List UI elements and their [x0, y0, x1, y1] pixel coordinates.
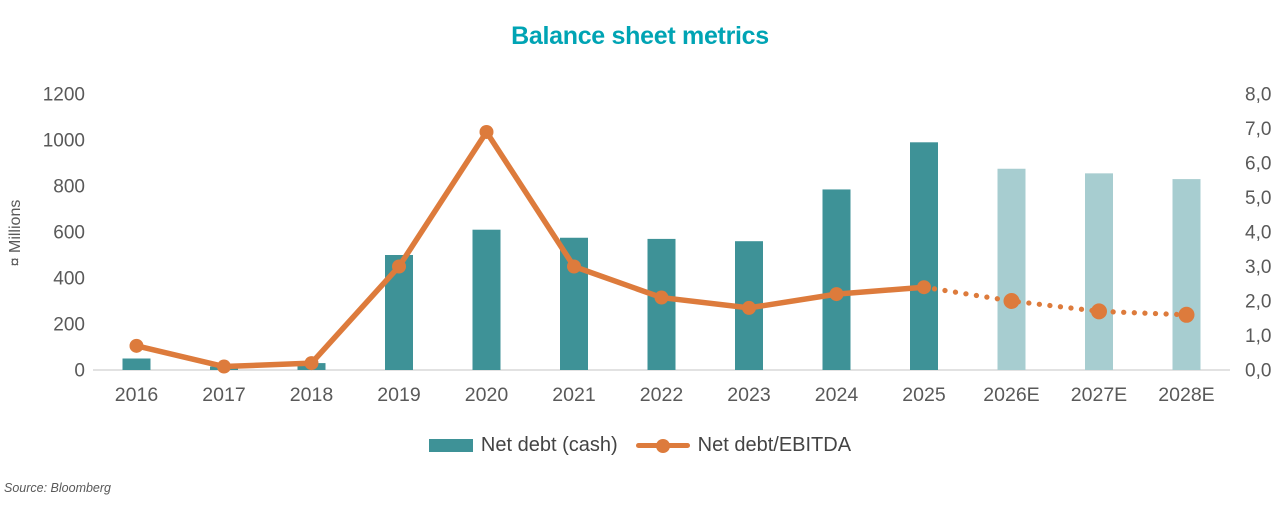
legend-dot-icon [655, 438, 670, 453]
x-axis-tick: 2016 [115, 384, 158, 406]
x-axis-tick: 2019 [377, 384, 420, 406]
data-point-2021 [567, 259, 581, 274]
bar-2027E [1085, 173, 1113, 370]
right-axis-tick: 3,0 [1245, 257, 1271, 278]
bar-2025 [910, 142, 938, 370]
right-axis-tick: 6,0 [1245, 154, 1271, 175]
x-axis-tick: 2017 [202, 384, 245, 406]
data-point-2019 [392, 259, 406, 274]
x-axis-tick: 2023 [727, 384, 770, 406]
chart-title: Balance sheet metrics [511, 22, 769, 50]
legend-bar-label: Net debt (cash) [480, 434, 618, 456]
data-point-2020 [479, 124, 494, 139]
x-axis-tick: 2024 [815, 384, 859, 406]
data-point-2028E [1178, 306, 1195, 323]
right-axis-tick: 2,0 [1245, 292, 1271, 313]
right-axis-tick: 8,0 [1245, 85, 1271, 106]
data-point-2024 [829, 287, 844, 302]
right-axis-tick: 7,0 [1245, 119, 1271, 140]
bar-2028E [1172, 179, 1201, 370]
x-axis-tick: 2027E [1071, 384, 1127, 406]
x-axis-tick: 2018 [290, 384, 333, 406]
legend-line-label: Net debt/EBITDA [697, 434, 852, 456]
x-axis-tick: 2026E [983, 384, 1039, 406]
bar-2020 [472, 229, 501, 370]
left-axis-tick: 200 [53, 315, 85, 336]
left-axis-tick: 800 [53, 177, 85, 198]
data-point-2025 [917, 280, 931, 295]
data-point-2022 [654, 290, 669, 305]
legend-line-swatch [635, 438, 690, 453]
x-axis-tick: 2020 [465, 384, 509, 406]
data-point-2026E [1003, 293, 1020, 309]
left-axis-tick: 1000 [43, 131, 85, 152]
left-axis-tick: 0 [74, 361, 85, 382]
right-axis-tick: 0,0 [1245, 361, 1271, 382]
bar-2026E [997, 168, 1026, 370]
left-axis-tick: 1200 [43, 85, 85, 106]
x-axis-tick: 2021 [552, 384, 595, 406]
left-axis-tick: 600 [53, 223, 85, 244]
left-axis-title: ¤ Millions [7, 199, 24, 267]
source-note: Source: Bloomberg [4, 481, 112, 495]
legend: Net debt (cash) Net debt/EBITDA [0, 434, 1280, 457]
right-axis-tick: 5,0 [1245, 188, 1271, 209]
line-series-dotted-forecast [921, 284, 1190, 318]
data-point-2027E [1091, 303, 1107, 320]
bar-2024 [822, 189, 851, 370]
x-axis-tick: 2028E [1158, 384, 1214, 406]
x-axis-tick: 2025 [902, 384, 946, 406]
right-axis-tick: 4,0 [1245, 223, 1271, 244]
legend-bar-swatch [428, 439, 473, 452]
left-axis-tick: 400 [53, 269, 85, 290]
data-point-2018 [304, 356, 319, 371]
data-point-2023 [742, 300, 756, 315]
line-series-solid [133, 129, 927, 370]
right-axis-tick: 1,0 [1245, 326, 1271, 347]
x-axis-tick: 2022 [640, 384, 683, 406]
bar-2021 [560, 237, 588, 370]
bar-2016 [122, 358, 151, 370]
data-point-2017 [217, 359, 231, 374]
data-point-2016 [129, 338, 144, 353]
